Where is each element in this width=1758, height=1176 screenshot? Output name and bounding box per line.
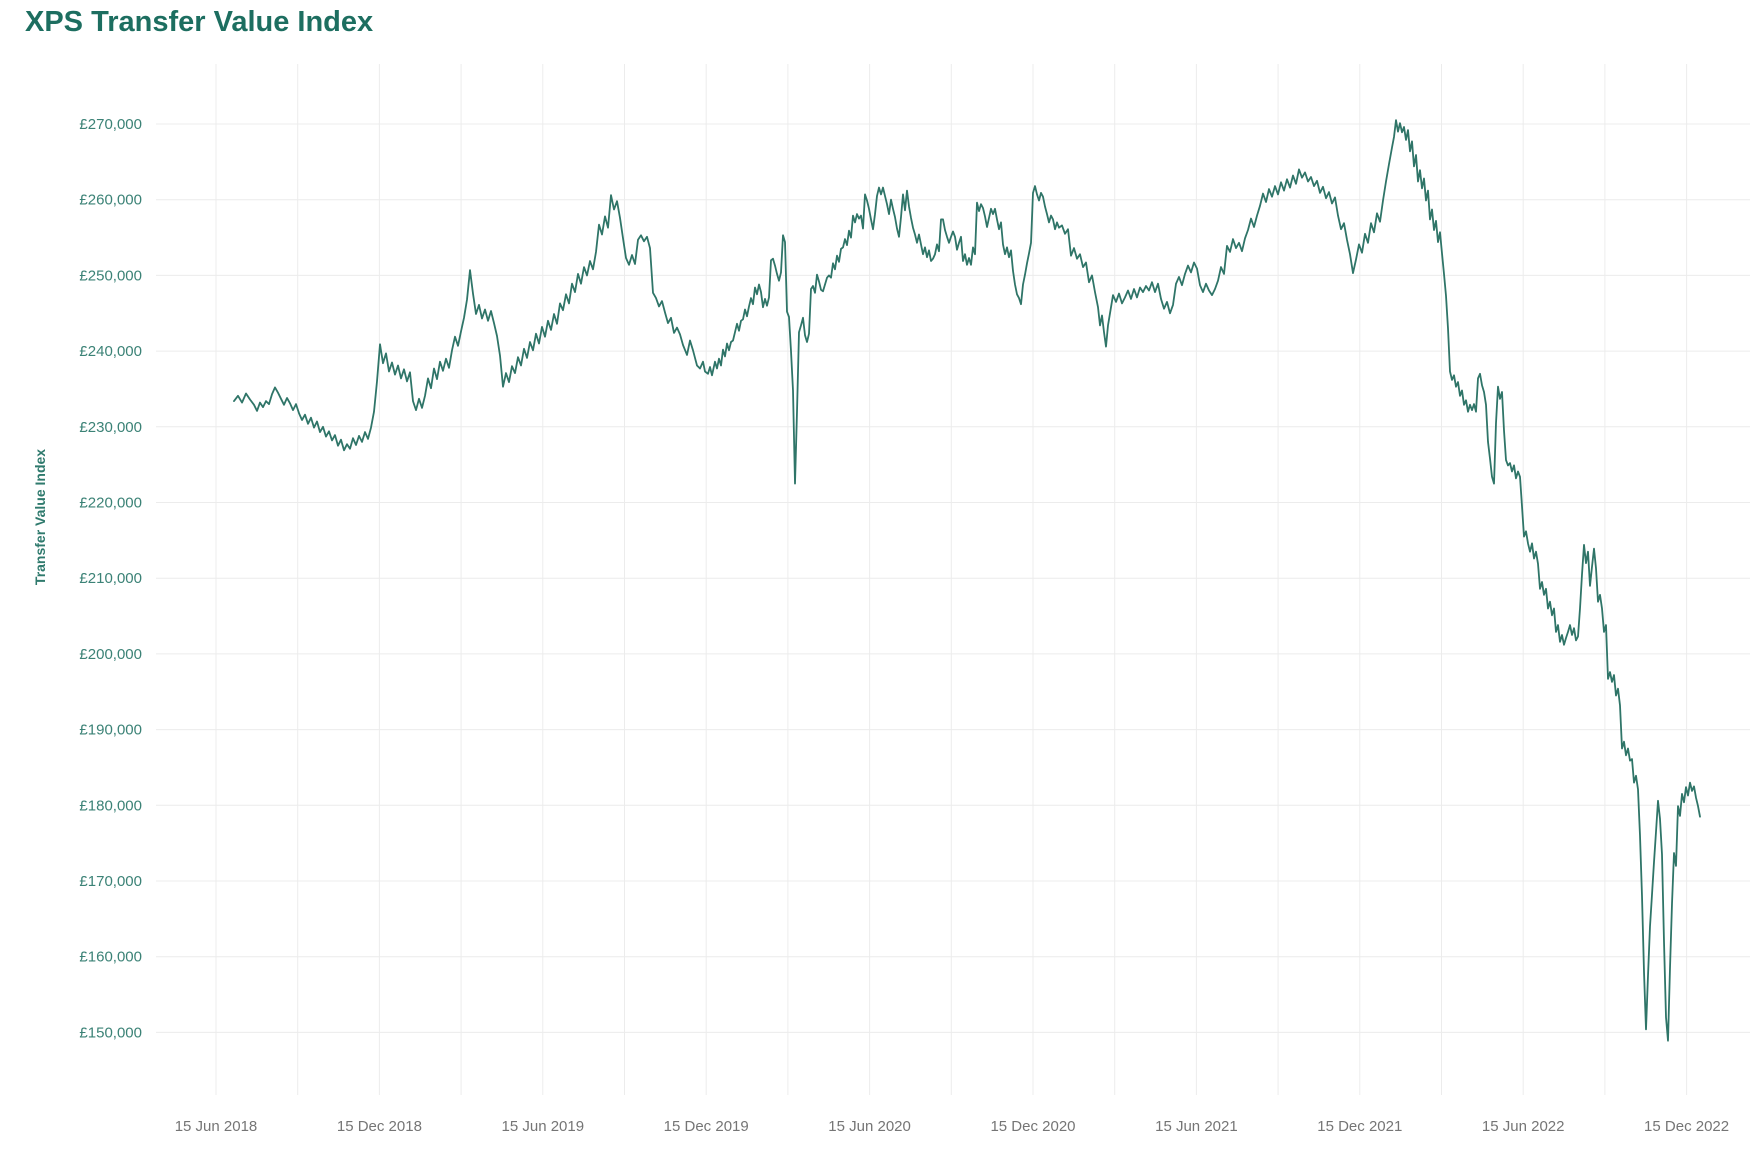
y-axis-tick-label: £260,000 [79, 192, 142, 209]
x-axis-tick-label: 15 Dec 2022 [1644, 1118, 1729, 1135]
y-axis-tick-label: £190,000 [79, 722, 142, 739]
x-axis-tick-label: 15 Dec 2020 [990, 1118, 1075, 1135]
y-axis-tick-label: £150,000 [79, 1024, 142, 1041]
y-axis-tick-label: £270,000 [79, 116, 142, 133]
y-axis-tick-label: £180,000 [79, 797, 142, 814]
y-axis-tick-label: £240,000 [79, 343, 142, 360]
chart-title: XPS Transfer Value Index [25, 6, 374, 38]
y-axis-tick-label: £250,000 [79, 267, 142, 284]
y-axis-tick-label: £210,000 [79, 570, 142, 587]
x-axis-tick-label: 15 Jun 2020 [828, 1118, 911, 1135]
y-axis-tick-label: £170,000 [79, 873, 142, 890]
x-axis-tick-label: 15 Jun 2022 [1482, 1118, 1565, 1135]
x-axis-tick-label: 15 Dec 2018 [337, 1118, 422, 1135]
y-axis-tick-label: £160,000 [79, 949, 142, 966]
x-axis-tick-label: 15 Jun 2021 [1155, 1118, 1238, 1135]
x-axis-tick-label: 15 Dec 2021 [1317, 1118, 1402, 1135]
transfer-value-index-line [233, 119, 1701, 1042]
x-axis-tick-label: 15 Jun 2018 [175, 1118, 258, 1135]
y-axis-tick-label: £230,000 [79, 419, 142, 436]
y-axis-tick-label: £200,000 [79, 646, 142, 663]
x-axis-tick-label: 15 Dec 2019 [664, 1118, 749, 1135]
y-axis-tick-label: £220,000 [79, 495, 142, 512]
x-axis-tick-label: 15 Jun 2019 [502, 1118, 585, 1135]
